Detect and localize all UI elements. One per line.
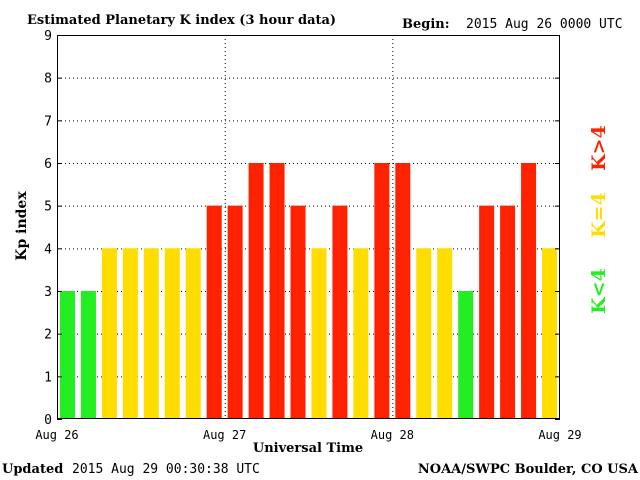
kp-bar bbox=[290, 205, 306, 419]
y-tick-label: 9 bbox=[44, 29, 52, 44]
kp-bar bbox=[269, 163, 285, 419]
y-tick-label: 4 bbox=[44, 242, 52, 257]
plot-area: 0 1 2 3 4 5 6 7 8 9 Aug 26 Aug 27 Aug 28 Aug 29 bbox=[35, 29, 581, 442]
plot-background bbox=[57, 35, 560, 419]
kp-bar bbox=[437, 248, 453, 419]
begin-label: Begin: bbox=[402, 17, 450, 32]
kp-bar bbox=[521, 163, 537, 419]
y-tick-label: 5 bbox=[44, 200, 52, 215]
kp-bar bbox=[143, 248, 159, 419]
x-tick-label: Aug 26 bbox=[35, 428, 78, 442]
begin-value: 2015 Aug 26 0000 UTC bbox=[466, 17, 623, 32]
x-tick-label: Aug 28 bbox=[371, 428, 414, 442]
y-tick-label: 6 bbox=[44, 157, 52, 172]
kp-bar bbox=[122, 248, 138, 419]
kp-bar bbox=[80, 291, 96, 419]
kp-bar bbox=[542, 248, 558, 419]
y-tick-label: 7 bbox=[44, 114, 52, 129]
kp-bar bbox=[185, 248, 201, 419]
legend-low-label: K<4 bbox=[588, 268, 610, 314]
y-tick-label: 0 bbox=[44, 413, 52, 428]
kp-bar bbox=[164, 248, 180, 419]
updated-label: Updated bbox=[2, 462, 63, 477]
kp-bar bbox=[206, 205, 222, 419]
y-tick-label: 3 bbox=[44, 285, 52, 300]
kp-bar bbox=[479, 205, 495, 419]
plot-frame bbox=[57, 35, 560, 419]
x-tick-label: Aug 29 bbox=[538, 428, 581, 442]
x-axis-label: Universal Time bbox=[253, 441, 363, 456]
legend-high-label: K>4 bbox=[588, 125, 610, 171]
kp-bar bbox=[248, 163, 264, 419]
x-tick-label: Aug 27 bbox=[203, 428, 246, 442]
y-tick-label: 2 bbox=[44, 328, 52, 343]
y-tick-label: 8 bbox=[44, 72, 52, 87]
kp-bar bbox=[59, 291, 75, 419]
kp-bar bbox=[395, 163, 411, 419]
kp-bar bbox=[458, 291, 474, 419]
kp-bar bbox=[416, 248, 432, 419]
y-tick-label: 1 bbox=[44, 370, 52, 385]
kp-bar bbox=[227, 205, 243, 419]
chart-title: Estimated Planetary K index (3 hour data… bbox=[27, 13, 336, 28]
kp-bar bbox=[353, 248, 369, 419]
kp-bar bbox=[500, 205, 516, 419]
updated-value: 2015 Aug 29 00:30:38 UTC bbox=[72, 462, 260, 477]
kp-bar bbox=[332, 205, 348, 419]
legend-equal-label: K=4 bbox=[588, 192, 610, 238]
y-axis-label: Kp index bbox=[14, 191, 30, 261]
source-credit: NOAA/SWPC Boulder, CO USA bbox=[418, 462, 639, 477]
kp-bar bbox=[374, 163, 390, 419]
kp-bar bbox=[311, 248, 327, 419]
kp-bar bbox=[101, 248, 117, 419]
